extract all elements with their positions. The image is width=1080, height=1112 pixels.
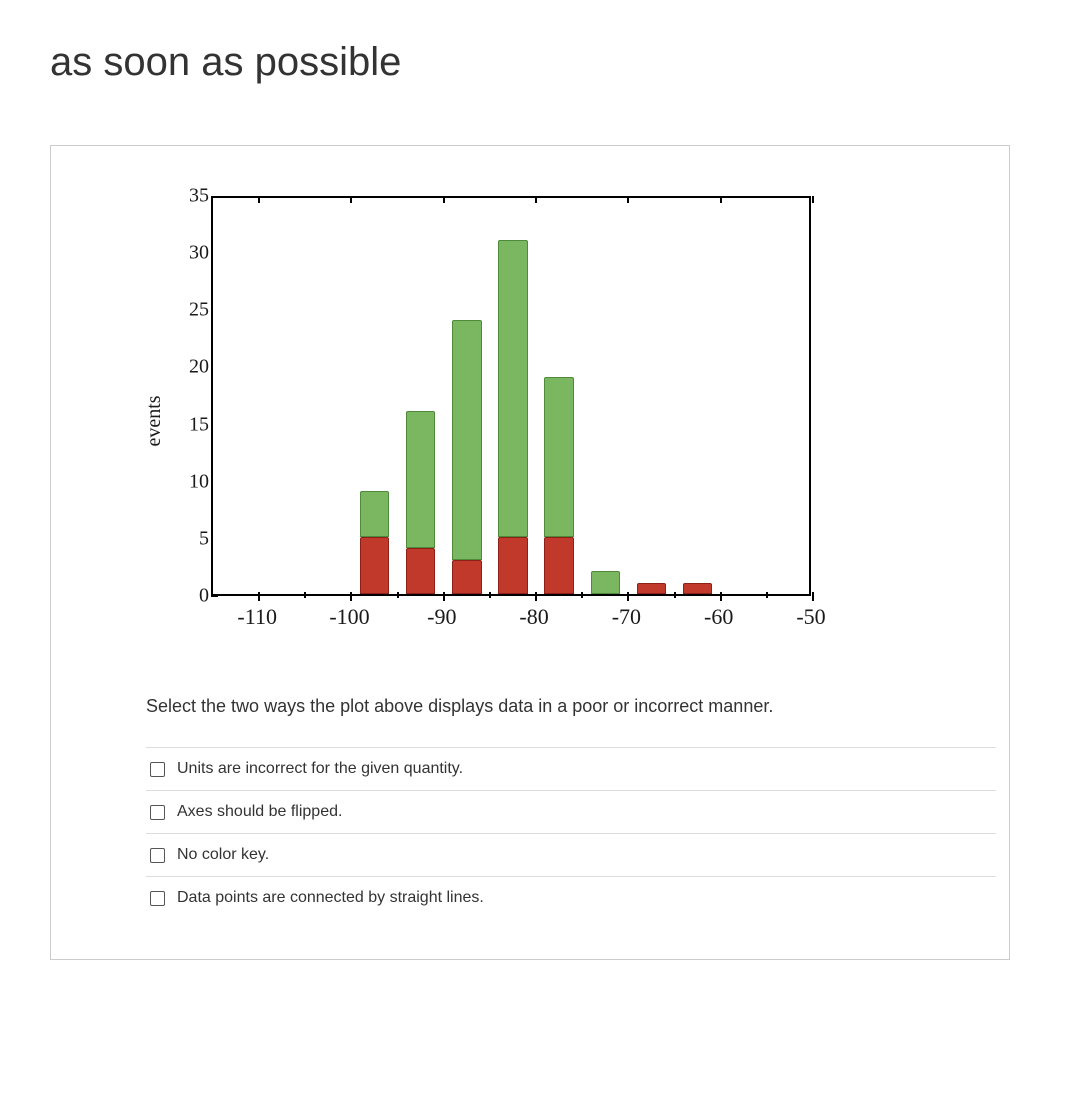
x-tick-label: -100 — [329, 604, 369, 630]
checkbox-icon[interactable] — [150, 848, 165, 863]
x-tick-label: -60 — [704, 604, 733, 630]
histogram-chart: events 0 5 10 15 20 25 30 35 -110 -100 -… — [171, 196, 891, 646]
x-tickmark-minor — [674, 592, 676, 598]
y-tick-25: 25 — [177, 299, 209, 322]
checkbox-icon[interactable] — [150, 891, 165, 906]
x-tickmark-minor — [489, 592, 491, 598]
bar-green — [591, 571, 621, 594]
option-label: Axes should be flipped. — [177, 803, 342, 821]
x-tick-label: -110 — [237, 604, 277, 630]
bar-red — [544, 537, 574, 594]
x-tickmark-major — [812, 592, 814, 601]
x-tickmark-minor — [766, 592, 768, 598]
x-tickmark-top — [535, 196, 537, 203]
x-tick-label: -50 — [796, 604, 825, 630]
bar-red — [406, 548, 436, 594]
x-tickmark-top — [720, 196, 722, 203]
answer-options: Units are incorrect for the given quanti… — [146, 747, 996, 919]
y-tick-20: 20 — [177, 356, 209, 379]
x-tickmark-minor — [397, 592, 399, 598]
answer-option[interactable]: Units are incorrect for the given quanti… — [146, 747, 996, 790]
answer-option[interactable]: No color key. — [146, 833, 996, 876]
x-tick-label: -70 — [612, 604, 641, 630]
checkbox-icon[interactable] — [150, 762, 165, 777]
x-tickmark-top — [627, 196, 629, 203]
x-tickmark-major — [535, 592, 537, 601]
bar-red — [683, 583, 713, 594]
y-tick-5: 5 — [177, 527, 209, 550]
x-tickmark-minor — [304, 592, 306, 598]
answer-option[interactable]: Axes should be flipped. — [146, 790, 996, 833]
x-tickmark-top — [812, 196, 814, 203]
y-tick-15: 15 — [177, 413, 209, 436]
bar-red — [637, 583, 667, 594]
bar-red — [498, 537, 528, 594]
option-label: Data points are connected by straight li… — [177, 889, 484, 907]
x-tickmark-major — [443, 592, 445, 601]
x-tick-label: -90 — [427, 604, 456, 630]
bar-red — [452, 560, 482, 594]
bar-green — [360, 491, 390, 537]
question-prompt: Select the two ways the plot above displ… — [146, 696, 969, 717]
x-tickmark-major — [720, 592, 722, 601]
x-tickmark-top — [258, 196, 260, 203]
bar-green — [544, 377, 574, 537]
y-tick-0: 0 — [177, 585, 209, 608]
x-tickmark-major — [258, 592, 260, 601]
bar-green — [498, 240, 528, 537]
plot-area — [211, 196, 811, 596]
bar-green — [452, 320, 482, 560]
x-tickmark-top — [350, 196, 352, 203]
x-tickmark-top — [443, 196, 445, 203]
x-tick-label: -80 — [519, 604, 548, 630]
answer-option[interactable]: Data points are connected by straight li… — [146, 876, 996, 919]
bar-green — [406, 411, 436, 548]
y-tick-30: 30 — [177, 242, 209, 265]
page-title: as soon as possible — [50, 40, 1030, 85]
y-tick-10: 10 — [177, 470, 209, 493]
x-tickmark-major — [627, 592, 629, 601]
bar-red — [360, 537, 390, 594]
x-tickmark-major — [350, 592, 352, 601]
y-tick-35: 35 — [177, 185, 209, 208]
y-axis-label: events — [143, 395, 166, 446]
option-label: No color key. — [177, 846, 269, 864]
question-container: events 0 5 10 15 20 25 30 35 -110 -100 -… — [50, 145, 1010, 960]
x-tickmark-minor — [581, 592, 583, 598]
option-label: Units are incorrect for the given quanti… — [177, 760, 463, 778]
checkbox-icon[interactable] — [150, 805, 165, 820]
